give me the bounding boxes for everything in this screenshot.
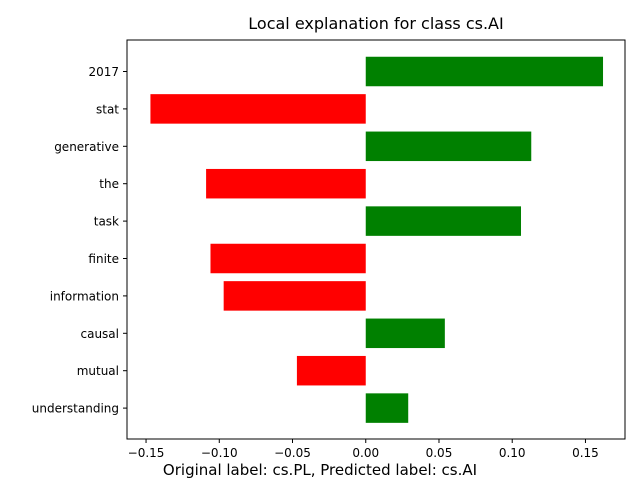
bar-understanding [365,393,409,423]
bar-generative [365,131,532,162]
y-tick-label: generative [54,140,119,154]
y-tick-label: causal [81,327,120,341]
bar-task [365,206,522,236]
y-tick-label: mutual [77,364,119,378]
bar-finite [210,243,366,274]
axes-layer: 2017 stat generative the task finite informati… [32,39,626,460]
bar-causal [365,318,445,349]
bar-the [206,168,366,199]
bar-2017 [365,56,604,87]
x-tick-label: 0.05 [426,446,453,460]
y-tick-label: the [99,177,119,191]
x-tick-label: −0.05 [274,446,311,460]
x-tick-label: 0.00 [352,446,379,460]
x-tick-label: 0.15 [572,446,599,460]
y-tick-label: task [94,215,119,229]
x-tick-label: −0.10 [201,446,238,460]
y-tick-label: 2017 [88,65,119,79]
x-tick-label: −0.15 [128,446,165,460]
chart-caption: Original label: cs.PL, Predicted label: … [163,461,477,479]
y-tick-label: stat [96,102,119,116]
chart-title: Local explanation for class cs.AI [248,14,503,33]
bar-information [223,281,366,311]
plot-frame [126,39,626,440]
bars-layer [150,56,604,423]
y-tick-label: finite [88,252,119,266]
bar-mutual [296,355,366,386]
y-tick-label: understanding [32,402,119,416]
y-tick-label: information [50,289,119,303]
x-tick-label: 0.10 [499,446,526,460]
bar-stat [150,94,366,124]
